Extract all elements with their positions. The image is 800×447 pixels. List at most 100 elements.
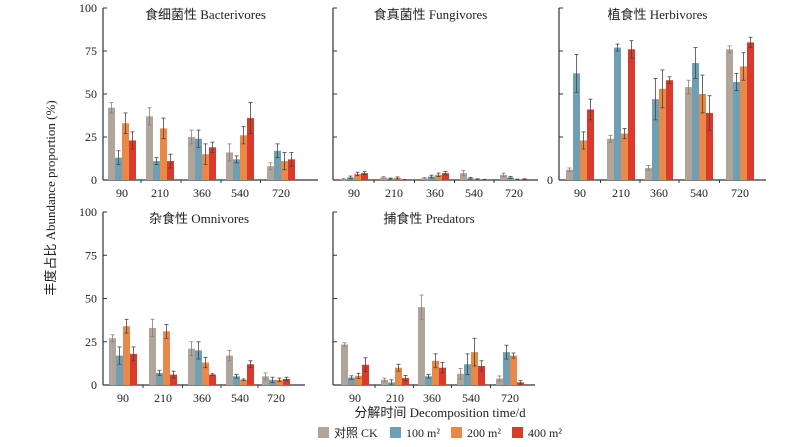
bar-对照CK-360 [418,307,425,385]
bar-100m-720 [733,81,740,180]
bar-400m-90 [129,140,136,180]
bar-对照CK-210 [381,379,388,385]
bar-200m-720 [510,355,517,385]
x-tick-label: 90 [349,391,361,405]
legend-label: 对照 CK [334,426,378,440]
bar-对照CK-720 [496,378,503,385]
x-tick-label: 360 [426,186,444,200]
legend-label: 200 m² [467,426,501,440]
x-tick-label: 360 [193,186,211,200]
panel-title: 食真菌性 Fungivores [374,7,488,22]
bar-100m-540 [233,376,240,385]
bar-对照CK-90 [108,107,115,180]
bar-400m-720 [283,378,290,385]
panel-3: 0 90 210 360 540 720 植食性 Herbivores [547,7,766,200]
panel-title: 植食性 Herbivores [607,7,707,22]
bar-100m-720 [507,177,514,180]
bar-400m-90 [361,173,368,180]
y-tick-label: 75 [85,248,97,262]
bar-100m-360 [195,350,202,385]
bar-100m-720 [503,352,510,385]
x-tick-label: 360 [193,391,211,405]
bar-400m-360 [209,374,216,385]
y-tick-label: 75 [85,44,97,58]
bar-100m-360 [195,138,202,180]
bar-200m-540 [240,135,247,180]
bar-100m-90 [573,73,580,180]
bar-400m-540 [247,118,254,180]
bar-200m-210 [395,367,402,385]
panel-4: 0 25 50 75 100 90 210 360 540 720 杂食性 Omnivores [79,205,305,405]
x-tick-label: 210 [385,186,403,200]
bar-200m-540 [240,379,247,385]
bar-400m-720 [288,159,295,180]
bar-400m-210 [167,161,174,180]
legend-swatch [512,427,523,438]
bar-对照CK-90 [566,169,573,180]
panel-title: 杂食性 Omnivores [149,211,249,226]
x-tick-label: 210 [151,186,169,200]
bar-对照CK-720 [726,49,733,180]
bar-对照CK-720 [500,174,507,180]
bar-对照CK-210 [607,138,614,180]
bar-对照CK-540 [457,373,464,385]
x-tick-label: 540 [462,391,480,405]
x-tick-label: 720 [505,186,523,200]
bar-400m-210 [628,49,635,180]
x-tick-label: 210 [154,391,172,405]
bar-400m-540 [247,364,254,385]
y-tick-label: 100 [79,1,97,15]
bar-对照CK-540 [460,173,467,180]
bar-100m-210 [153,161,160,180]
bar-对照CK-210 [380,177,387,180]
x-tick-label: 540 [690,186,708,200]
bar-200m-210 [163,331,170,385]
bar-200m-90 [354,173,361,180]
bar-200m-360 [659,88,666,180]
bar-100m-90 [348,377,355,385]
bar-对照CK-90 [341,344,348,385]
legend-swatch [318,427,329,438]
bar-100m-210 [614,47,621,181]
bar-100m-210 [156,372,163,385]
legend-swatch [451,427,462,438]
legend-label: 400 m² [528,426,562,440]
bar-400m-720 [747,42,754,181]
bar-200m-210 [621,133,628,180]
x-tick-label: 720 [267,391,285,405]
y-tick-label: 0 [547,173,553,187]
bar-200m-360 [435,174,442,180]
panel-5: 90 210 360 540 720 捕食性 Predators [332,211,535,405]
x-tick-label: 360 [423,391,441,405]
y-tick-label: 25 [85,130,97,144]
bar-100m-90 [116,355,123,385]
bar-200m-720 [740,66,747,180]
y-tick-label: 25 [85,335,97,349]
bar-100m-360 [425,376,432,385]
y-tick-label: 50 [85,87,97,101]
x-tick-label: 720 [731,186,749,200]
x-tick-label: 90 [348,186,360,200]
x-tick-label: 720 [272,186,290,200]
bar-200m-90 [123,326,130,385]
bar-对照CK-540 [226,355,233,385]
y-axis-title: 丰度占比 Abundance proportion (%) [43,100,58,295]
panel-2: 90 210 360 540 720 食真菌性 Fungivores [332,7,538,200]
x-tick-label: 90 [116,186,128,200]
bar-200m-360 [202,362,209,385]
bar-400m-90 [587,109,594,180]
bar-200m-720 [276,379,283,385]
x-tick-label: 90 [117,391,129,405]
bar-400m-360 [439,367,446,385]
y-tick-label: 0 [91,378,97,392]
bar-100m-540 [233,159,240,180]
bar-对照CK-90 [109,338,116,385]
bar-400m-90 [130,353,137,385]
legend: 对照 CK 100 m² 200 m² 400 m² [318,426,562,440]
bar-对照CK-540 [685,87,692,180]
bar-400m-540 [706,112,713,180]
x-tick-label: 540 [231,391,249,405]
bar-对照CK-360 [188,137,195,180]
bar-对照CK-360 [645,167,652,180]
